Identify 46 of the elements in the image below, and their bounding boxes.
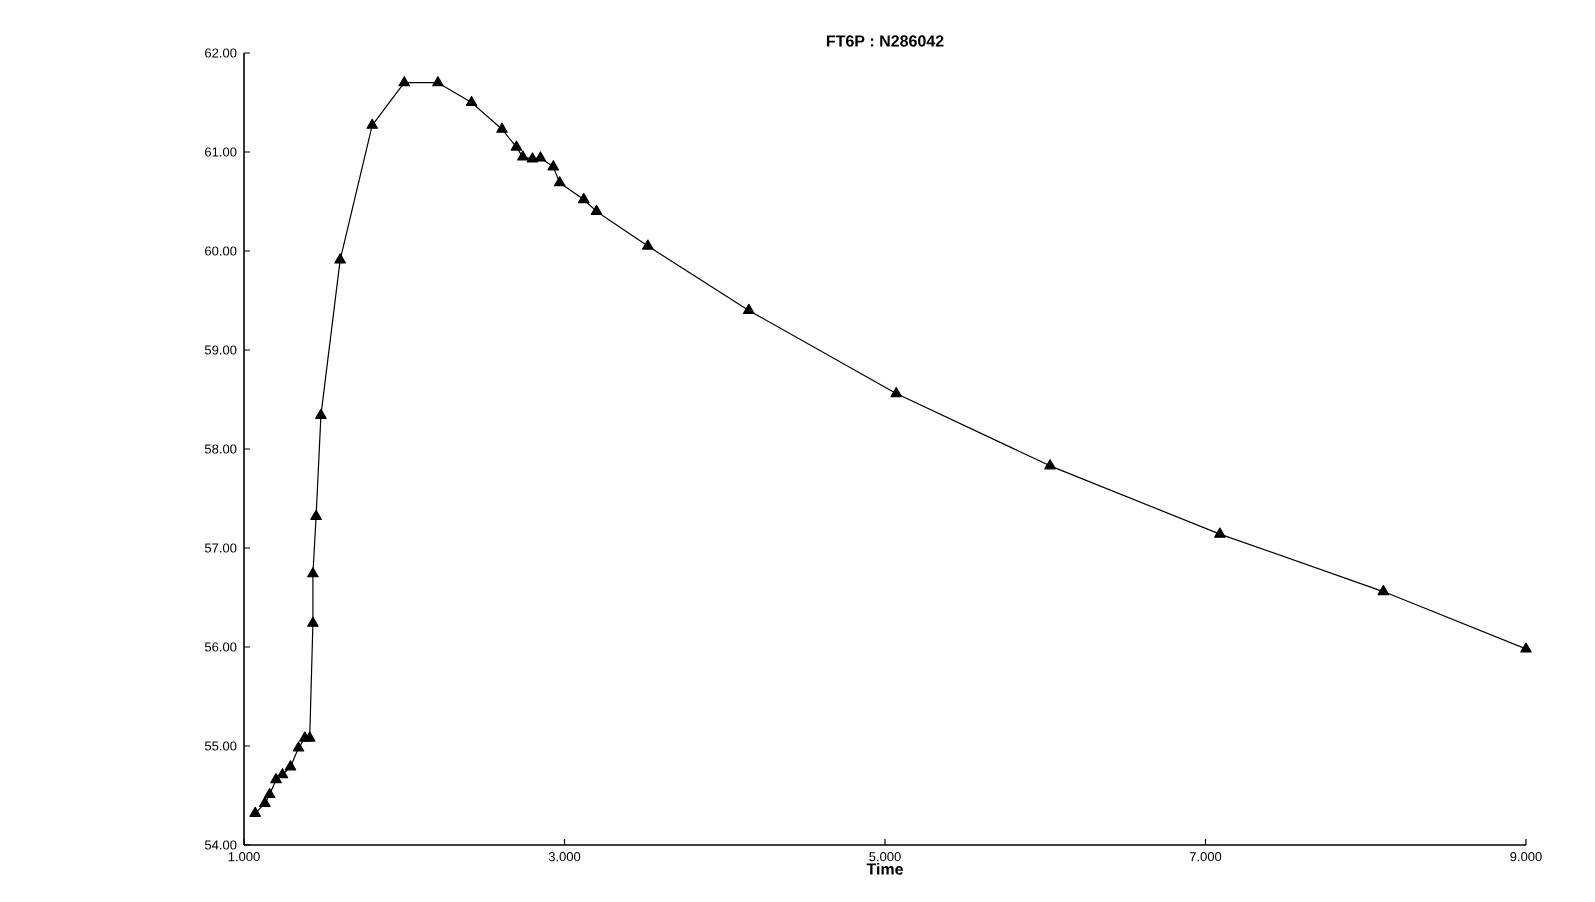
point xyxy=(553,176,566,187)
y-tick-label: 55.00 xyxy=(204,741,237,751)
point xyxy=(1377,584,1390,596)
point xyxy=(590,204,603,216)
point xyxy=(577,192,590,204)
point xyxy=(263,787,276,799)
x-tick-label: 3.000 xyxy=(548,852,581,862)
point xyxy=(1044,459,1056,470)
point xyxy=(890,386,903,398)
point xyxy=(366,118,378,129)
point xyxy=(270,773,282,784)
point xyxy=(742,303,755,314)
point xyxy=(496,122,508,133)
point xyxy=(303,731,316,742)
point xyxy=(1520,642,1532,653)
point xyxy=(334,253,346,264)
point xyxy=(517,150,529,161)
y-tick-label: 60.00 xyxy=(205,246,237,256)
point xyxy=(292,741,305,752)
point xyxy=(465,95,478,107)
point xyxy=(307,567,319,578)
y-tick-label: 62.00 xyxy=(205,48,237,58)
point xyxy=(398,76,411,87)
point xyxy=(432,76,444,87)
point xyxy=(1214,527,1226,538)
y-tick-label: 59.00 xyxy=(204,345,237,355)
y-tick-label: 61.00 xyxy=(205,147,237,157)
point xyxy=(547,160,560,171)
point xyxy=(310,509,322,520)
x-tick-label: 1.000 xyxy=(228,852,260,862)
x-axis-title: Time xyxy=(866,862,903,875)
point xyxy=(249,806,262,817)
point xyxy=(315,408,327,419)
point xyxy=(307,616,319,627)
x-tick-label: 5.000 xyxy=(869,852,901,862)
y-tick-label: 54.00 xyxy=(204,840,237,850)
point xyxy=(284,760,297,771)
chart-title: FT6P : N286042 xyxy=(826,35,944,47)
point xyxy=(642,239,654,250)
x-tick-label: 7.000 xyxy=(1189,852,1222,862)
x-tick-label: 9.000 xyxy=(1510,852,1542,862)
point xyxy=(259,796,271,808)
y-tick-label: 56.00 xyxy=(204,642,237,652)
point xyxy=(510,140,523,151)
y-tick-label: 57.00 xyxy=(204,543,237,553)
y-tick-label: 58.00 xyxy=(204,444,237,454)
